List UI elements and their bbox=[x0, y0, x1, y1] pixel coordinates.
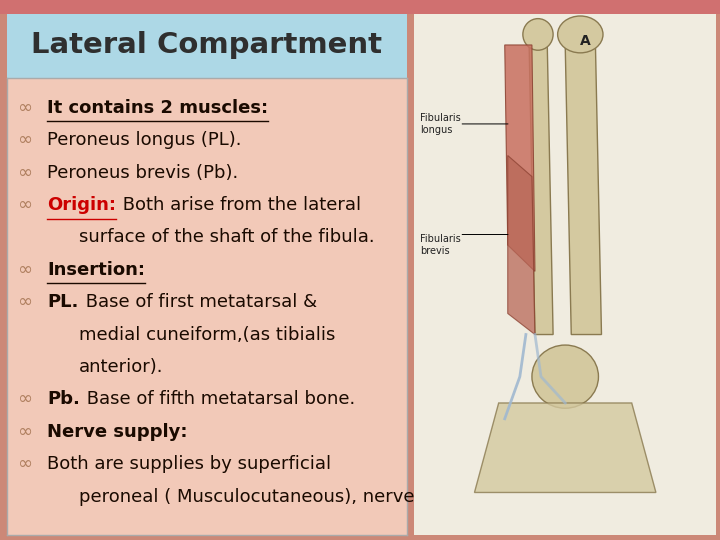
Text: Peroneus longus (PL).: Peroneus longus (PL). bbox=[48, 131, 242, 149]
Ellipse shape bbox=[532, 345, 598, 408]
Text: peroneal ( Musculocutaneous), nerve.: peroneal ( Musculocutaneous), nerve. bbox=[79, 488, 420, 505]
Text: ∞: ∞ bbox=[17, 390, 32, 408]
Text: medial cuneiform,(as tibialis: medial cuneiform,(as tibialis bbox=[79, 326, 336, 343]
Text: ∞: ∞ bbox=[17, 261, 32, 279]
Text: Both are supplies by superficial: Both are supplies by superficial bbox=[48, 455, 331, 473]
Text: Base of first metatarsal &: Base of first metatarsal & bbox=[80, 293, 317, 311]
Text: ∞: ∞ bbox=[17, 99, 32, 117]
Text: Lateral Compartment: Lateral Compartment bbox=[32, 31, 382, 58]
Text: Fibularis
brevis: Fibularis brevis bbox=[420, 234, 461, 256]
Text: It contains 2 muscles:: It contains 2 muscles: bbox=[48, 99, 269, 117]
Text: Nerve supply:: Nerve supply: bbox=[48, 423, 188, 441]
Polygon shape bbox=[565, 45, 601, 334]
Text: Fibularis
longus: Fibularis longus bbox=[420, 113, 461, 135]
Text: ∞: ∞ bbox=[17, 293, 32, 311]
Text: Pb.: Pb. bbox=[48, 390, 80, 408]
Text: Insertion:: Insertion: bbox=[48, 261, 145, 279]
Polygon shape bbox=[505, 45, 535, 271]
Text: Peroneus brevis (Pb).: Peroneus brevis (Pb). bbox=[48, 164, 238, 181]
Text: ∞: ∞ bbox=[17, 131, 32, 149]
Text: surface of the shaft of the fibula.: surface of the shaft of the fibula. bbox=[79, 228, 374, 246]
Text: anterior).: anterior). bbox=[79, 358, 163, 376]
Text: Origin:: Origin: bbox=[48, 196, 116, 214]
Ellipse shape bbox=[557, 16, 603, 53]
Polygon shape bbox=[474, 403, 656, 492]
Polygon shape bbox=[529, 35, 553, 334]
Text: Base of fifth metatarsal bone.: Base of fifth metatarsal bone. bbox=[81, 390, 356, 408]
Text: ∞: ∞ bbox=[17, 455, 32, 473]
Ellipse shape bbox=[523, 19, 553, 50]
Text: PL.: PL. bbox=[48, 293, 78, 311]
Polygon shape bbox=[508, 156, 535, 334]
Text: A: A bbox=[580, 35, 591, 49]
Text: ∞: ∞ bbox=[17, 196, 32, 214]
Text: Both arise from the lateral: Both arise from the lateral bbox=[117, 196, 361, 214]
Text: ∞: ∞ bbox=[17, 423, 32, 441]
Text: ∞: ∞ bbox=[17, 164, 32, 181]
